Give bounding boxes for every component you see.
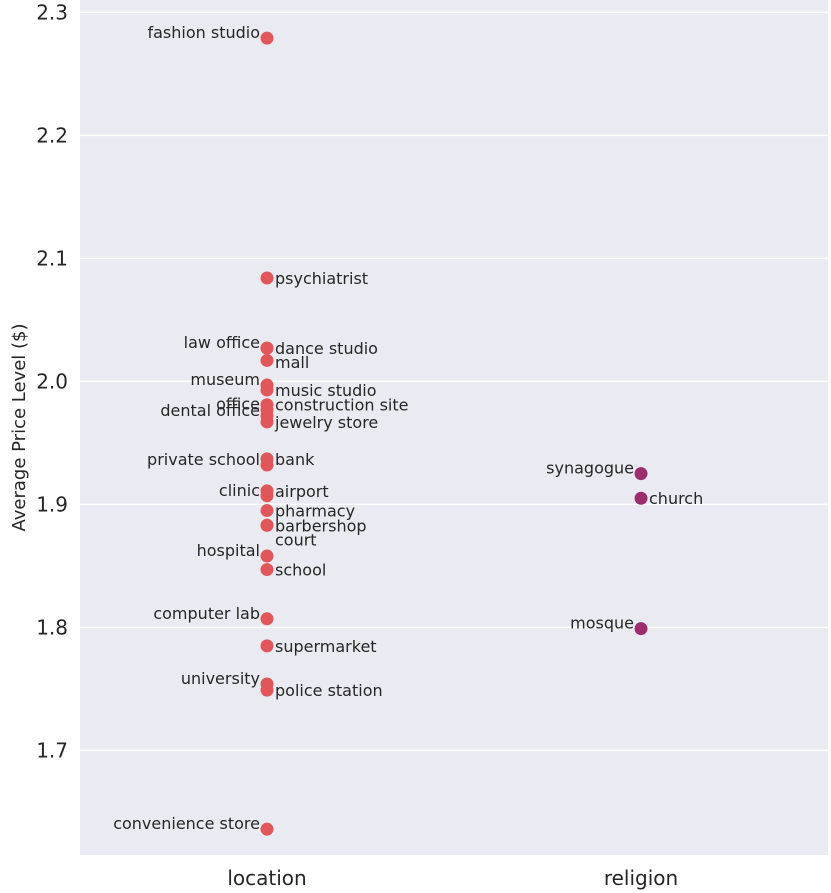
- point-label: pharmacy: [275, 502, 355, 521]
- point-labels: fashion studio psychiatrist dance studio la…: [113, 23, 703, 833]
- data-point: [634, 467, 648, 481]
- data-point: [260, 271, 274, 285]
- y-axis-ticks: 1.7 1.8 1.9 2.0 2.1 2.2 2.3: [36, 0, 68, 762]
- data-point: [260, 639, 274, 653]
- point-label: psychiatrist: [275, 269, 368, 288]
- y-tick-label: 1.8: [36, 615, 68, 639]
- point-label: airport: [275, 482, 329, 501]
- point-label: clinic: [219, 481, 260, 500]
- point-label: supermarket: [275, 637, 377, 656]
- y-tick-label: 1.7: [36, 738, 68, 762]
- y-tick-label: 1.9: [36, 492, 68, 516]
- data-point: [260, 383, 274, 397]
- point-label: dental office: [160, 401, 260, 420]
- point-label: mall: [275, 353, 309, 372]
- data-point: [260, 563, 274, 577]
- point-label: university: [181, 669, 260, 688]
- x-tick-label: religion: [604, 866, 678, 890]
- point-label: hospital: [197, 541, 260, 560]
- x-tick-label: location: [227, 866, 306, 890]
- x-axis-ticks: location religion: [227, 866, 678, 890]
- point-label: mosque: [570, 614, 634, 633]
- data-point: [260, 31, 274, 45]
- point-label: police station: [275, 681, 383, 700]
- point-label: office: [216, 395, 260, 414]
- y-tick-label: 2.0: [36, 369, 68, 393]
- data-point: [260, 353, 274, 367]
- y-tick-label: 2.3: [36, 0, 68, 24]
- data-point: [260, 683, 274, 697]
- point-label: museum: [190, 370, 260, 389]
- data-point: [260, 341, 274, 355]
- point-label: school: [275, 561, 326, 580]
- data-point: [260, 549, 274, 563]
- data-points: [260, 31, 648, 836]
- y-tick-label: 2.2: [36, 123, 68, 147]
- data-point: [260, 518, 274, 532]
- y-tick-label: 2.1: [36, 246, 68, 270]
- point-label: synagogue: [546, 459, 634, 478]
- point-label: computer lab: [153, 604, 260, 623]
- point-label: construction site: [275, 396, 408, 415]
- data-point: [260, 612, 274, 626]
- point-label: bank: [275, 450, 315, 469]
- point-label: law office: [184, 333, 260, 352]
- data-point: [260, 458, 274, 472]
- data-point: [634, 622, 648, 636]
- data-point: [634, 491, 648, 505]
- data-point: [260, 822, 274, 836]
- point-label: music studio: [275, 381, 377, 400]
- point-label: private school: [147, 450, 260, 469]
- plot-background: [80, 0, 828, 855]
- grid-lines: [80, 11, 828, 752]
- point-label: fashion studio: [147, 23, 260, 42]
- data-point: [260, 415, 274, 429]
- point-label: court: [275, 530, 317, 549]
- point-label: barbershop: [275, 516, 367, 535]
- point-label: dance studio: [275, 339, 378, 358]
- y-axis-title: Average Price Level ($): [9, 323, 30, 531]
- point-label: church: [649, 489, 703, 508]
- data-point: [260, 504, 274, 518]
- point-label: jewelry store: [274, 413, 378, 432]
- data-point: [260, 489, 274, 503]
- point-label: convenience store: [113, 814, 260, 833]
